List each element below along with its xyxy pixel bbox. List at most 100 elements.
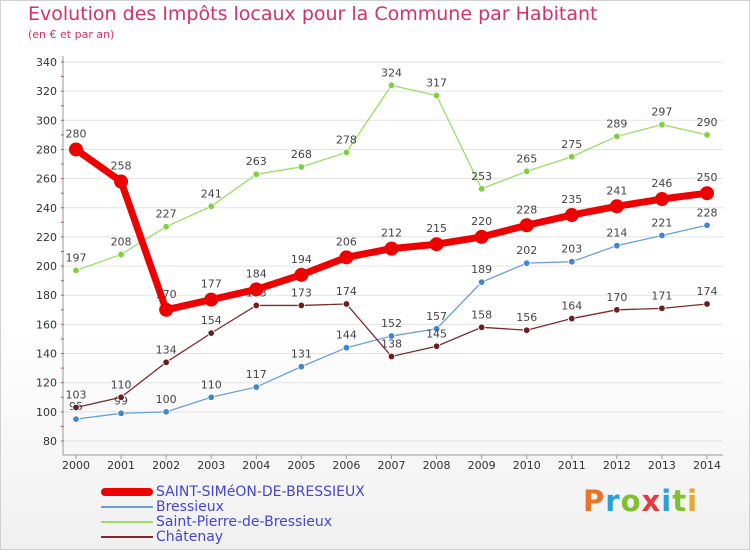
data-label: 134 (156, 343, 177, 356)
data-point (72, 403, 80, 412)
data-label: 235 (561, 193, 582, 206)
data-label: 173 (291, 286, 312, 299)
x-tick-label: 2001 (107, 459, 135, 472)
data-point (387, 81, 396, 90)
data-point (207, 202, 215, 211)
data-point (159, 302, 174, 317)
data-label: 214 (606, 227, 627, 240)
data-label: 228 (516, 203, 537, 216)
data-point (72, 266, 80, 275)
legend-item-chatenay: Châtenay (101, 529, 461, 545)
data-point (387, 352, 396, 361)
x-tick-label: 2006 (332, 459, 360, 472)
data-label: 100 (156, 393, 177, 406)
x-tick-label: 2000 (62, 459, 90, 472)
y-tick-label: 140 (36, 348, 57, 361)
data-label: 227 (156, 208, 177, 221)
legend-item-saint-simeon: SAINT-SIMéON-DE-BRESSIEUX (101, 484, 461, 500)
data-point (297, 163, 306, 171)
y-tick-label: 100 (36, 406, 57, 419)
data-label: 253 (471, 170, 492, 183)
legend-swatch (101, 488, 153, 496)
y-tick-label: 280 (36, 143, 57, 156)
legend-label: SAINT-SIMéON-DE-BRESSIEUX (156, 484, 365, 500)
legend-item-saint-pierre: Saint-Pierre-de-Bressieux (101, 514, 461, 530)
data-point (162, 358, 170, 366)
x-tick-label: 2013 (648, 459, 676, 472)
data-label: 174 (697, 285, 718, 298)
data-label: 241 (606, 184, 627, 197)
x-tick-label: 2002 (152, 459, 180, 472)
data-point (252, 301, 260, 310)
data-point (613, 306, 621, 314)
data-label: 263 (246, 155, 267, 168)
data-label: 174 (336, 285, 357, 298)
data-label: 189 (471, 263, 492, 276)
data-point (703, 131, 711, 139)
y-tick-label: 300 (36, 114, 57, 127)
data-point (162, 223, 170, 231)
data-point (204, 292, 219, 307)
data-point (297, 362, 306, 371)
data-point (432, 342, 441, 350)
data-point (114, 174, 129, 189)
y-tick-label: 160 (36, 318, 57, 331)
data-point (384, 241, 399, 256)
data-point (658, 231, 666, 240)
data-label: 278 (336, 133, 357, 146)
data-label: 250 (697, 171, 718, 184)
data-point (72, 415, 80, 423)
data-label: 241 (201, 187, 222, 200)
data-point (523, 167, 531, 176)
data-point (432, 91, 441, 100)
data-label: 177 (201, 278, 222, 291)
legend-label: Bressieux (156, 499, 224, 515)
logo-letter: P (583, 484, 606, 518)
data-point (207, 329, 215, 337)
x-tick-label: 2010 (513, 459, 541, 472)
logo-letter: r (605, 484, 621, 518)
data-point (342, 300, 351, 308)
data-label: 268 (291, 148, 312, 161)
data-label: 203 (561, 243, 582, 256)
data-point (564, 208, 579, 223)
data-point (477, 185, 486, 193)
data-point (613, 241, 621, 250)
data-label: 324 (381, 66, 402, 79)
x-tick-label: 2014 (693, 459, 721, 472)
data-point (249, 282, 264, 297)
data-point (658, 304, 666, 313)
data-point (387, 332, 396, 340)
data-point (474, 229, 489, 244)
y-tick-label: 260 (36, 173, 57, 186)
legend-swatch (101, 506, 153, 508)
data-label: 197 (66, 251, 87, 264)
data-label: 154 (201, 314, 222, 327)
series-1: 9599100110117131144152157189202203214221… (69, 206, 718, 423)
data-label: 258 (111, 160, 132, 173)
data-label: 280 (66, 127, 87, 140)
data-label: 110 (201, 378, 222, 391)
data-label: 297 (651, 106, 672, 119)
data-label: 290 (697, 116, 718, 129)
data-point (252, 383, 260, 391)
data-point (342, 344, 351, 352)
series-0: 280 258 170 177 184 194 206 212 215 220 228 235 241 2… (66, 127, 718, 317)
data-label: 246 (651, 177, 672, 190)
data-point (117, 409, 125, 418)
data-point (117, 393, 125, 401)
data-point (654, 192, 669, 207)
y-tick-label: 340 (36, 56, 57, 69)
data-point (342, 148, 351, 157)
data-point (609, 199, 624, 214)
logo-letter: x (641, 484, 662, 518)
series-2: 197 208 227 241 263 268 278 324 317 253 265 275 289 2… (66, 66, 718, 275)
data-label: 138 (381, 337, 402, 350)
data-label: 156 (516, 311, 537, 324)
data-label: 194 (291, 253, 312, 266)
data-point (117, 250, 125, 259)
legend-label: Saint-Pierre-de-Bressieux (156, 514, 332, 530)
data-point (207, 393, 215, 401)
data-label: 220 (471, 215, 492, 228)
